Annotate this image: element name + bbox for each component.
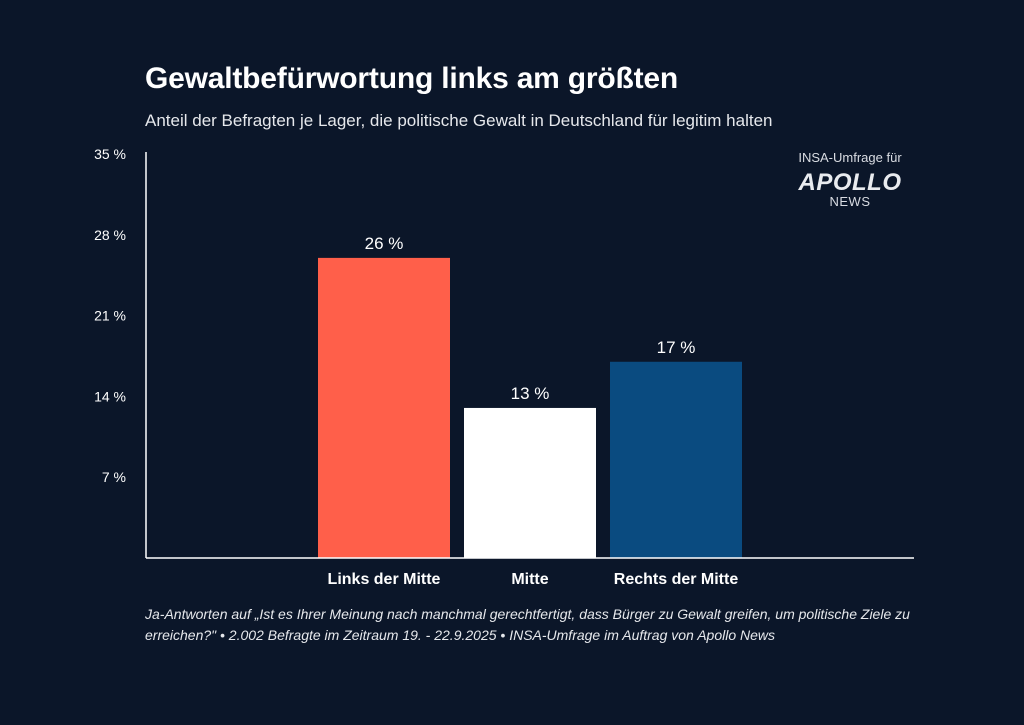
category-labels: Links der Mitte Mitte Rechts der Mitte xyxy=(328,571,739,588)
branding-prefix: INSA-Umfrage für xyxy=(798,150,902,165)
chart-title: Gewaltbefürwortung links am größten xyxy=(145,62,679,95)
value-label: 17 % xyxy=(657,338,696,357)
bars xyxy=(318,257,742,558)
value-labels: 26 % 13 % 17 % xyxy=(365,234,696,403)
footnote: Ja-Antworten auf „Ist es Ihrer Meinung n… xyxy=(145,606,910,643)
chart-subtitle: Anteil der Befragten je Lager, die polit… xyxy=(145,111,773,130)
y-tick-label: 35 % xyxy=(94,146,126,162)
y-tick-label: 14 % xyxy=(94,388,126,404)
bar xyxy=(464,407,596,558)
branding: INSA-Umfrage für APOLLO NEWS xyxy=(760,150,940,209)
y-tick-label: 28 % xyxy=(94,227,126,243)
category-label: Mitte xyxy=(511,571,548,588)
bar-chart: 7 % 14 % 21 % 28 % 35 % 26 % 13 % 17 % Links d… xyxy=(94,146,914,588)
bar xyxy=(610,361,742,558)
y-tick-label: 21 % xyxy=(94,308,126,324)
category-label: Rechts der Mitte xyxy=(614,571,739,588)
value-label: 13 % xyxy=(511,384,550,403)
bar xyxy=(318,257,450,558)
y-tick-label: 7 % xyxy=(102,469,126,485)
apollo-logo: APOLLO xyxy=(798,169,902,196)
y-axis-ticks: 7 % 14 % 21 % 28 % 35 % xyxy=(94,146,126,485)
category-label: Links der Mitte xyxy=(328,571,441,588)
value-label: 26 % xyxy=(365,234,404,253)
apollo-logo-sub: NEWS xyxy=(829,194,871,209)
